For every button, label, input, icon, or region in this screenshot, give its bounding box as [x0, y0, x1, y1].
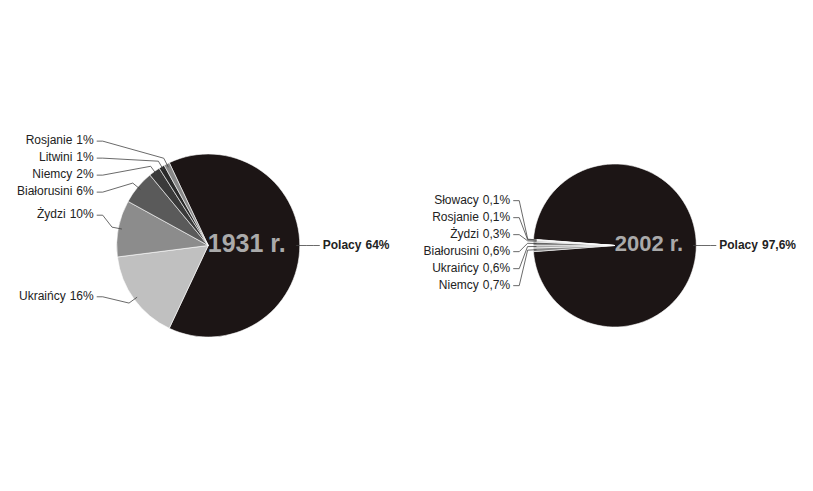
leader-line	[97, 158, 164, 170]
slices	[533, 164, 696, 327]
slice-label-value: 0,1%	[483, 210, 511, 224]
pie-slice	[164, 163, 208, 246]
leader-line	[97, 166, 157, 175]
leader-line	[693, 245, 716, 246]
slice-label-value: 0,6%	[483, 261, 511, 275]
leader-lines	[513, 201, 716, 286]
slice-label-category: Litwini	[39, 150, 72, 164]
slice-label-value: 0,3%	[483, 227, 511, 241]
slice-label: Żydzi 10%	[37, 207, 94, 221]
pie-slice	[150, 168, 208, 245]
slice-label: Rosjanie1%	[26, 133, 94, 147]
leader-line	[296, 245, 320, 246]
slice-label: Słowacy 0,1%	[434, 193, 510, 207]
pie-panel: Polacy64% Ukraińcy 16% Żydzi 10% Białorusini 6…	[17, 133, 390, 337]
pie-title: 1931 r.	[208, 229, 286, 257]
pie-title: 2002 r.	[615, 231, 684, 256]
slice-label: Żydzi 0,3%	[450, 227, 510, 241]
slice-label-category: Rosjanie	[26, 133, 73, 147]
chart-svg: Polacy64%Ukraińcy16%Żydzi10%Białorusini6…	[0, 0, 813, 491]
leader-lines	[97, 141, 320, 303]
slice-label: Niemcy 0,7%	[439, 278, 511, 292]
slice-label-category: Żydzi	[450, 227, 479, 241]
leader-line	[513, 246, 536, 268]
slice-label-category: Rosjanie	[432, 210, 479, 224]
slice-label-value: 64%	[365, 238, 389, 252]
leader-line	[513, 201, 536, 240]
label-layer: Polacy97,6%Niemcy0,7%Ukraińcy0,6%Białoru…	[424, 193, 797, 292]
slice-label-value: 97,6%	[762, 238, 796, 252]
leader-line	[97, 297, 137, 303]
slice-label-category: Polacy	[719, 238, 758, 252]
slice-label-value: 6%	[76, 184, 94, 198]
slice-label-value: 1%	[76, 150, 94, 164]
pie-slice	[533, 240, 614, 246]
slice-label-category: Słowacy	[434, 193, 479, 207]
slice-label-category: Białorusini	[424, 244, 479, 258]
slice-label-category: Polacy	[323, 238, 362, 252]
leader-line	[513, 218, 536, 241]
pie-slice	[533, 164, 696, 327]
leader-line	[97, 215, 122, 229]
slice-label: Ukraińcy 0,6%	[432, 261, 510, 275]
slice-label: Białorusini 6%	[17, 184, 94, 198]
leader-line	[97, 183, 141, 192]
slice-label: Niemcy 2%	[32, 167, 94, 181]
slice-label-value: 0,7%	[483, 278, 511, 292]
leader-line	[97, 141, 169, 167]
pie-slice	[533, 246, 614, 252]
slice-label-value: 10%	[70, 207, 94, 221]
pie-slice	[159, 165, 208, 245]
slice-label-category: Niemcy	[439, 278, 479, 292]
slice-label: Rosjanie 0,1%	[432, 210, 510, 224]
slice-label-value: 16%	[70, 289, 94, 303]
slice-label: Litwini 1%	[39, 150, 94, 164]
pie-panel: Polacy97,6%Niemcy0,7%Ukraińcy0,6%Białoru…	[424, 164, 797, 327]
chart-root: Polacy64%Ukraińcy16%Żydzi10%Białorusini6…	[0, 0, 813, 491]
slice-label: Ukraińcy 16%	[19, 289, 94, 303]
pie-slice	[117, 246, 208, 329]
slice-label: Białorusini 0,6%	[424, 244, 511, 258]
slice-label-value: 2%	[76, 167, 94, 181]
leader-line	[513, 243, 536, 251]
slices	[117, 154, 300, 337]
slice-label-category: Ukraińcy	[19, 289, 66, 303]
slice-label-value: 1%	[76, 133, 94, 147]
slice-label: Polacy64%	[323, 238, 390, 252]
pie-slice	[533, 239, 614, 245]
leader-line	[513, 250, 536, 286]
slice-label-value: 0,6%	[483, 244, 511, 258]
slice-label-value: 0,1%	[483, 193, 511, 207]
slice-label-category: Ukraińcy	[432, 261, 479, 275]
slice-label-category: Białorusini	[17, 184, 72, 198]
slice-label-category: Żydzi	[37, 207, 66, 221]
slice-label-category: Niemcy	[32, 167, 72, 181]
slice-label: Polacy 97,6%	[719, 238, 796, 252]
label-layer: Polacy64% Ukraińcy 16% Żydzi 10% Białorusini 6…	[17, 133, 390, 303]
